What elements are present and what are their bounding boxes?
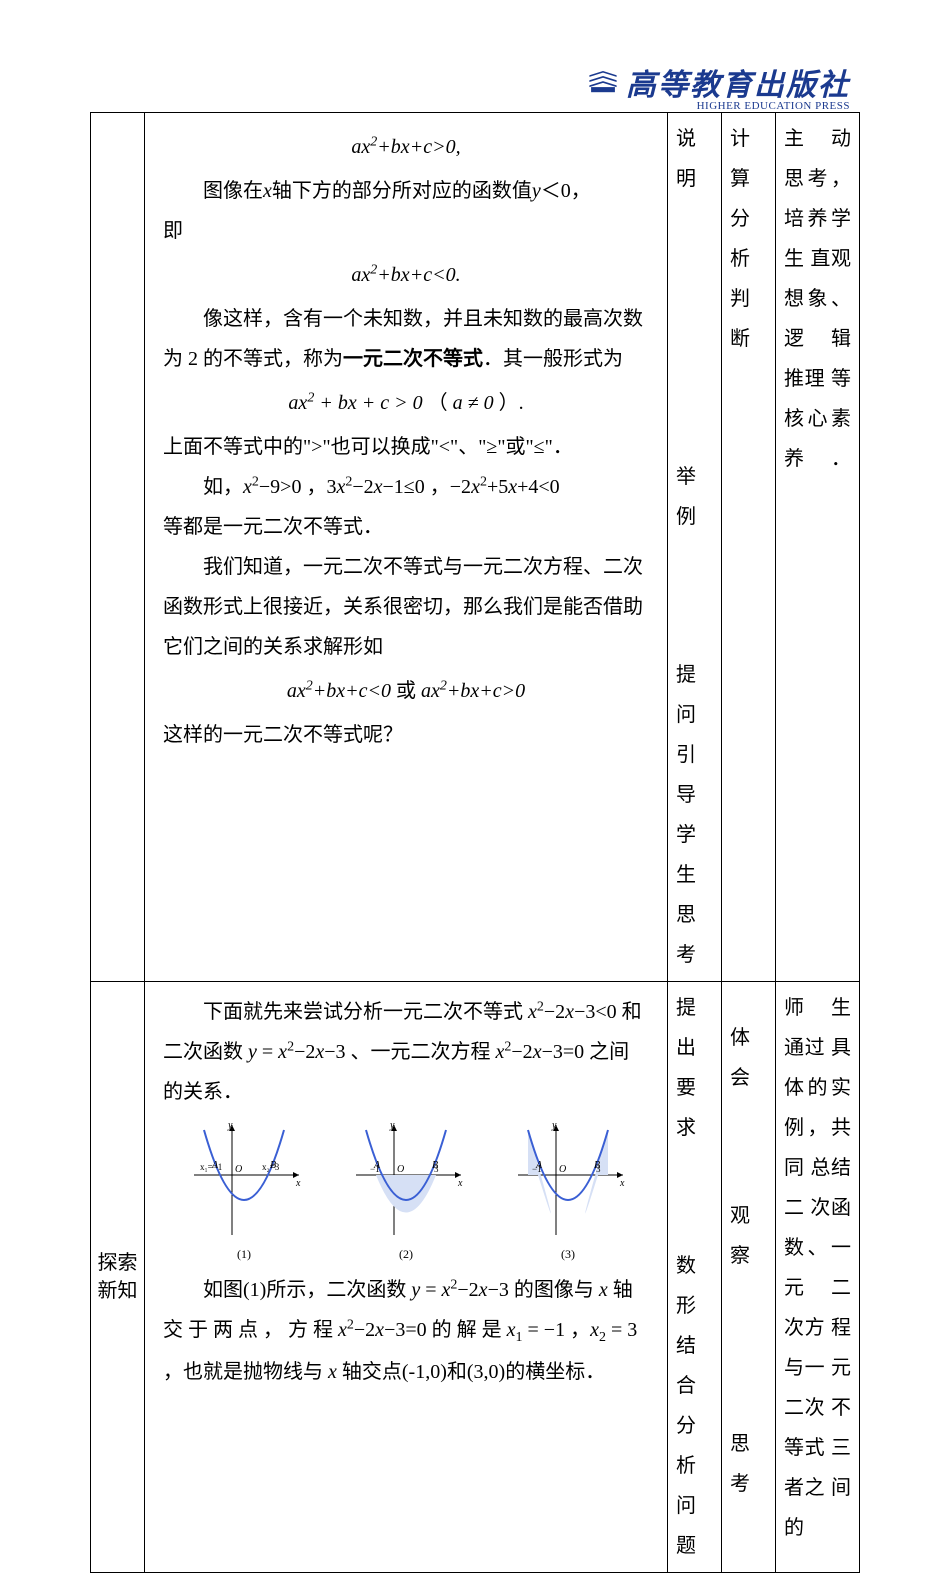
graph-label: (2) [346, 1242, 466, 1266]
equation: ax2+bx+c<0. [163, 255, 649, 295]
equation: ax2+bx+c<0 或 ax2+bx+c>0 [163, 671, 649, 711]
content-cell: ax2+bx+c>0, 图像在x轴下方的部分所对应的函数值y＜0， 即 ax2+… [145, 113, 668, 982]
table-row: ax2+bx+c>0, 图像在x轴下方的部分所对应的函数值y＜0， 即 ax2+… [91, 113, 860, 982]
svg-text:A: A [211, 1160, 219, 1171]
svg-text:O: O [235, 1164, 242, 1175]
lesson-table: ax2+bx+c>0, 图像在x轴下方的部分所对应的函数值y＜0， 即 ax2+… [90, 112, 860, 1573]
student-note: 观察 [730, 1196, 767, 1276]
teacher-note: 举例 [676, 457, 713, 537]
graph-1: O y x x₁=−1 x₂=3 A B (1) [184, 1120, 304, 1266]
svg-text:x: x [619, 1178, 625, 1189]
student-cell: 计算分析判断 [722, 113, 776, 982]
svg-text:x: x [457, 1178, 463, 1189]
graph-label: (3) [508, 1242, 628, 1266]
svg-text:B: B [270, 1160, 276, 1171]
teacher-cell: 说明 举例 提问引导学生思考 [668, 113, 722, 982]
paragraph: 下面就先来尝试分析一元二次不等式 x2−2x−3<0 和二次函数 y = x2−… [163, 992, 649, 1112]
svg-text:B: B [432, 1160, 438, 1171]
paragraph: 图像在x轴下方的部分所对应的函数值y＜0， [163, 171, 649, 211]
term-bold: 一元二次不等式 [343, 348, 483, 370]
paragraph: 像这样，含有一个未知数，并且未知数的最高次数为 2 的不等式，称为一元二次不等式… [163, 299, 649, 379]
teacher-note: 提出要求 [676, 988, 713, 1148]
svg-text:y: y [227, 1120, 233, 1131]
graph-3: O y x −1 3 A B (3) [508, 1120, 628, 1266]
teacher-cell: 提出要求 数形结合分析问题 [668, 982, 722, 1573]
svg-text:O: O [397, 1164, 404, 1175]
teacher-note: 提问引导学生思考 [676, 655, 713, 975]
design-cell: 师 生 通过 具 体的实例，共 同 总结 二 次函数、一元 二 次方 程 与一 … [776, 982, 860, 1573]
paragraph: 等都是一元二次不等式． [163, 507, 649, 547]
paragraph: 如图(1)所示，二次函数 y = x2−2x−3 的图像与 x 轴 交 于 两 … [163, 1270, 649, 1392]
equation: ax2 + bx + c > 0 （ a ≠ 0 ）. [163, 383, 649, 423]
publisher-logo-icon [586, 68, 620, 96]
svg-text:A: A [373, 1160, 381, 1171]
paragraph: 我们知道，一元二次不等式与一元二次方程、二次函数形式上很接近，关系很密切，那么我… [163, 547, 649, 667]
student-note: 计算分析判断 [730, 119, 767, 359]
section-label: 探索新知 [95, 1249, 140, 1305]
svg-text:y: y [389, 1120, 395, 1131]
svg-text:y: y [551, 1120, 557, 1131]
page: 高等教育出版社 HIGHER EDUCATION PRESS ax2+bx+c>… [0, 0, 950, 1344]
graph-label: (1) [184, 1242, 304, 1266]
svg-text:O: O [559, 1164, 566, 1175]
design-note: 师 生 通过 具 体的实例，共 同 总结 二 次函数、一元 二 次方 程 与一 … [784, 988, 851, 1548]
section-cell [91, 113, 145, 982]
student-cell: 体会 观察 思考 [722, 982, 776, 1573]
graph-2: O y x −1 3 A B (2) [346, 1120, 466, 1266]
paragraph: 即 [163, 211, 649, 251]
content-cell: 下面就先来尝试分析一元二次不等式 x2−2x−3<0 和二次函数 y = x2−… [145, 982, 668, 1573]
paragraph: 如，x2−9>0 ，3x2−2x−1≤0 ，−2x2+5x+4<0 [163, 467, 649, 507]
svg-text:x: x [295, 1178, 301, 1189]
publisher-block: 高等教育出版社 HIGHER EDUCATION PRESS [586, 60, 850, 112]
teacher-note: 数形结合分析问题 [676, 1246, 713, 1566]
student-note: 体会 [730, 1018, 767, 1098]
svg-text:B: B [594, 1160, 600, 1171]
table-row: 探索新知 下面就先来尝试分析一元二次不等式 x2−2x−3<0 和二次函数 y … [91, 982, 860, 1573]
design-cell: 主 动 思考，培养学 生 直观想象、逻 辑 推理 等 核心素养． [776, 113, 860, 982]
design-note: 主 动 思考，培养学 生 直观想象、逻 辑 推理 等 核心素养． [784, 119, 851, 479]
paragraph: 上面不等式中的">"也可以换成"<"、"≥"或"≤"． [163, 427, 649, 467]
svg-text:A: A [535, 1160, 543, 1171]
equation: ax2+bx+c>0, [163, 127, 649, 167]
section-cell: 探索新知 [91, 982, 145, 1573]
parabola-graphs: O y x x₁=−1 x₂=3 A B (1) [163, 1120, 649, 1266]
publisher-name-cn: 高等教育出版社 [626, 60, 850, 104]
paragraph: 这样的一元二次不等式呢？ [163, 715, 649, 755]
student-note: 思考 [730, 1424, 767, 1504]
teacher-note: 说明 [676, 119, 713, 199]
